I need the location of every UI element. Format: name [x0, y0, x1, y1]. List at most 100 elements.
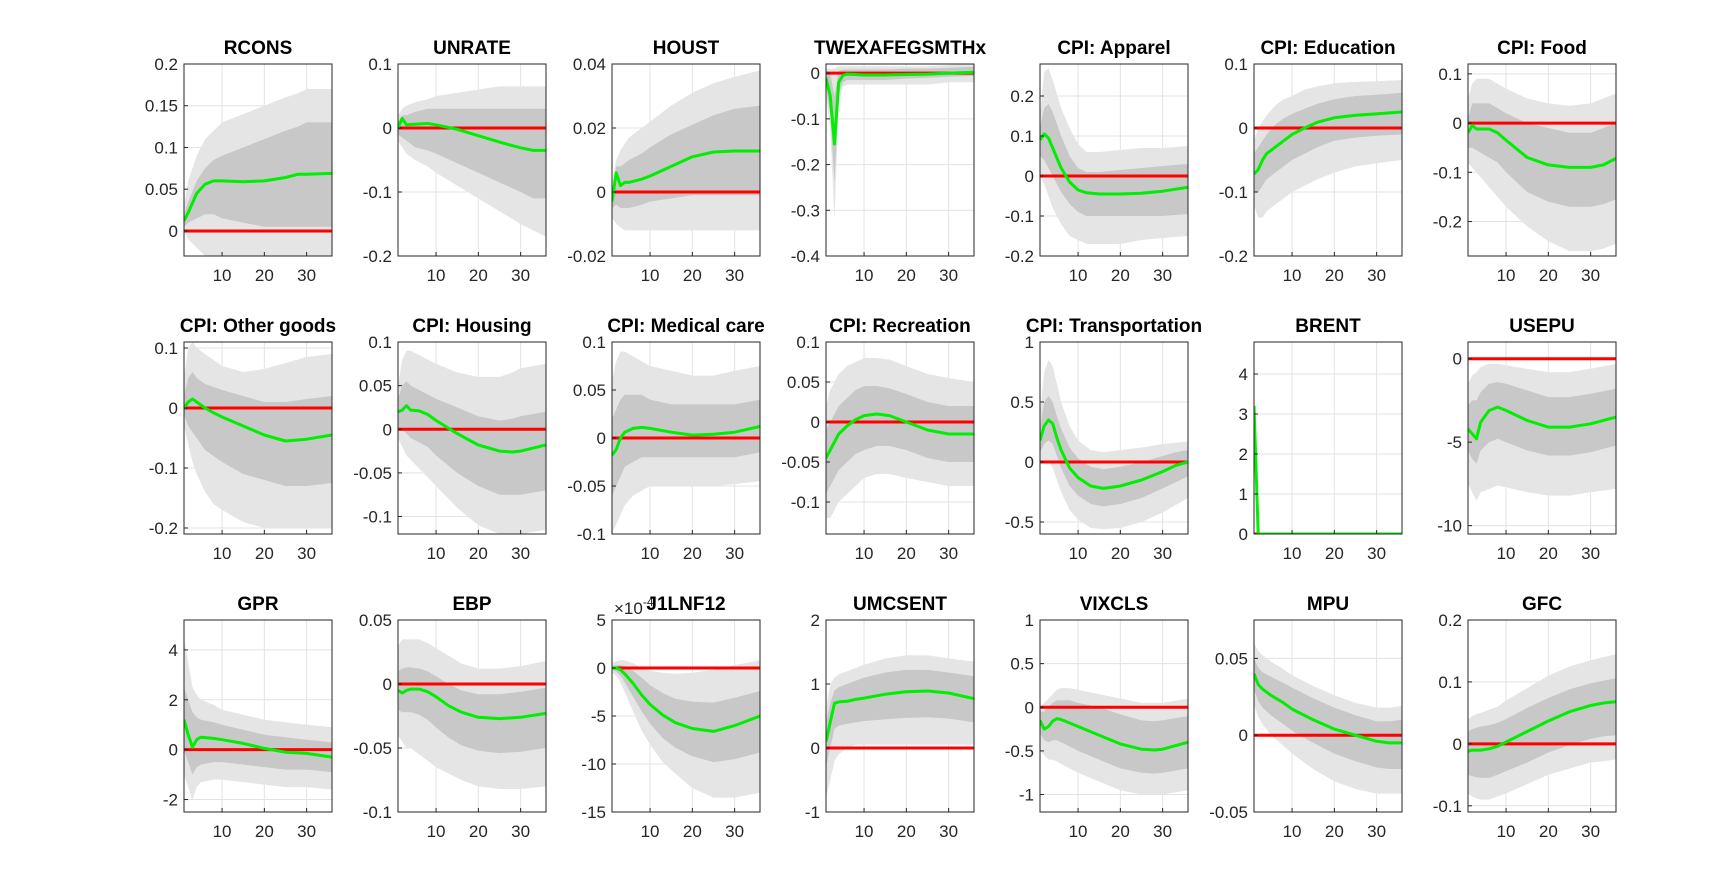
panel-cpi-food: 10 20 30 -0.2 -0.1 0 0.1 CPI: Food	[1433, 38, 1617, 285]
y-tick-label-2: 0	[1453, 350, 1462, 369]
response-line	[1468, 700, 1616, 753]
y-tick-label-0: -0.2	[149, 519, 178, 538]
y-tick-label-0: -0.02	[567, 247, 606, 266]
band-inner	[398, 381, 546, 495]
ticks	[398, 341, 522, 534]
band-inner	[1468, 678, 1616, 778]
y-tick-label-0: -10	[1437, 517, 1462, 536]
band-inner	[398, 667, 546, 754]
y-tick-label-1: 0	[169, 741, 178, 760]
y-tick-label-3: 0.05	[787, 373, 820, 392]
x-tick-label-20: 20	[255, 822, 274, 841]
x-tick-label-20: 20	[255, 544, 274, 563]
response-line	[184, 397, 332, 443]
y-tick-label-0: -0.1	[1433, 797, 1462, 816]
y-tick-label-0: -2	[163, 791, 178, 810]
x-tick-label-30: 30	[1581, 266, 1600, 285]
panel-title: CPI: Apparel	[1057, 38, 1170, 59]
panel-brent: 10 20 30 0 1 2 3 4 BRENT	[1239, 316, 1403, 563]
axes-box	[183, 619, 333, 813]
ticks	[1040, 341, 1164, 534]
y-tick-label-1: -0.05	[353, 739, 392, 758]
y-tick-label-3: 0.15	[145, 97, 178, 116]
response-line	[1468, 124, 1616, 169]
x-tick-label-20: 20	[1111, 544, 1130, 563]
plot-area	[1040, 688, 1188, 795]
y-tick-label-0: -0.5	[1005, 513, 1034, 532]
y-tick-label-2: 0	[383, 119, 392, 138]
band-inner	[1254, 404, 1402, 534]
x-tick-label-30: 30	[939, 822, 958, 841]
y-tick-label-3: 4	[169, 641, 178, 660]
ticks	[612, 63, 736, 257]
ticks	[184, 347, 308, 534]
x-tick-label-20: 20	[1325, 822, 1344, 841]
band-inner	[826, 386, 974, 494]
plot-area	[398, 350, 546, 534]
y-tick-label-2: 2	[169, 691, 178, 710]
exponent-power: -4	[643, 595, 654, 609]
y-tick-label-3: 0.1	[368, 55, 392, 74]
response-line	[1040, 132, 1188, 196]
panel-umcsent: 10 20 30 -1 0 1 2 UMCSENT	[805, 594, 975, 841]
panel-title: CPI: Education	[1260, 38, 1395, 59]
y-tick-label-0: -15	[581, 803, 606, 822]
response-line	[826, 412, 974, 459]
plot-area	[826, 358, 974, 518]
panel-title: J1LNF12	[646, 594, 725, 615]
band-inner	[398, 108, 546, 199]
y-tick-label-3: 0.05	[359, 611, 392, 630]
y-tick-label-0: -1	[1019, 786, 1034, 805]
plot-area	[184, 342, 332, 528]
band-inner	[612, 394, 760, 496]
y-tick-label-2: 0	[1239, 119, 1248, 138]
axes-box	[825, 63, 975, 257]
panel-title: GFC	[1522, 594, 1562, 615]
y-tick-label-1: 1	[1239, 485, 1248, 504]
y-tick-label-0: -0.05	[1209, 803, 1248, 822]
y-tick-label-1: -0.1	[149, 459, 178, 478]
band-outer	[184, 637, 332, 800]
response-line	[1468, 405, 1616, 441]
y-tick-label-1: 0	[1239, 726, 1248, 745]
y-tick-label-3: 0.1	[1010, 127, 1034, 146]
ticks	[398, 63, 522, 257]
y-tick-label-1: -0.1	[1005, 207, 1034, 226]
response-line	[398, 116, 546, 152]
x-tick-label-30: 30	[511, 266, 530, 285]
x-tick-label-10: 10	[213, 266, 232, 285]
y-tick-label-4: 0.2	[154, 55, 178, 74]
x-tick-label-30: 30	[1153, 266, 1172, 285]
axes-box	[1039, 63, 1189, 257]
y-tick-label-2: 0	[597, 429, 606, 448]
y-tick-label-2: 0	[383, 420, 392, 439]
y-tick-label-2: 0.1	[154, 138, 178, 157]
axes-box	[397, 341, 547, 535]
x-tick-label-10: 10	[1283, 822, 1302, 841]
x-tick-label-20: 20	[897, 544, 916, 563]
band-inner	[1040, 396, 1188, 507]
y-tick-label-2: 0.05	[1215, 649, 1248, 668]
panel-cpi-education: 10 20 30 -0.2 -0.1 0 0.1 CPI: Education	[1219, 38, 1403, 285]
ticks	[1468, 73, 1592, 256]
y-tick-label-1: -5	[1447, 433, 1462, 452]
axes-box	[825, 341, 975, 535]
response-line	[612, 149, 760, 202]
axes-box	[1467, 341, 1617, 535]
y-tick-label-2: 1	[811, 675, 820, 694]
y-tick-label-2: 0	[383, 675, 392, 694]
band-inner	[184, 372, 332, 486]
x-tick-label-30: 30	[1153, 544, 1172, 563]
y-tick-label-3: 0.1	[1438, 65, 1462, 84]
panel-vixcls: 10 20 30 -1 -0.5 0 0.5 1 VIXCLS	[1005, 594, 1189, 841]
y-tick-label-1: -0.05	[781, 453, 820, 472]
axes-box	[397, 63, 547, 257]
x-tick-label-20: 20	[897, 822, 916, 841]
y-tick-label-0: -0.2	[1433, 213, 1462, 232]
plot-area	[398, 639, 546, 789]
y-tick-label-1: 0	[1025, 453, 1034, 472]
panel-title: CPI: Other goods	[180, 316, 336, 337]
plot-area	[826, 655, 974, 800]
